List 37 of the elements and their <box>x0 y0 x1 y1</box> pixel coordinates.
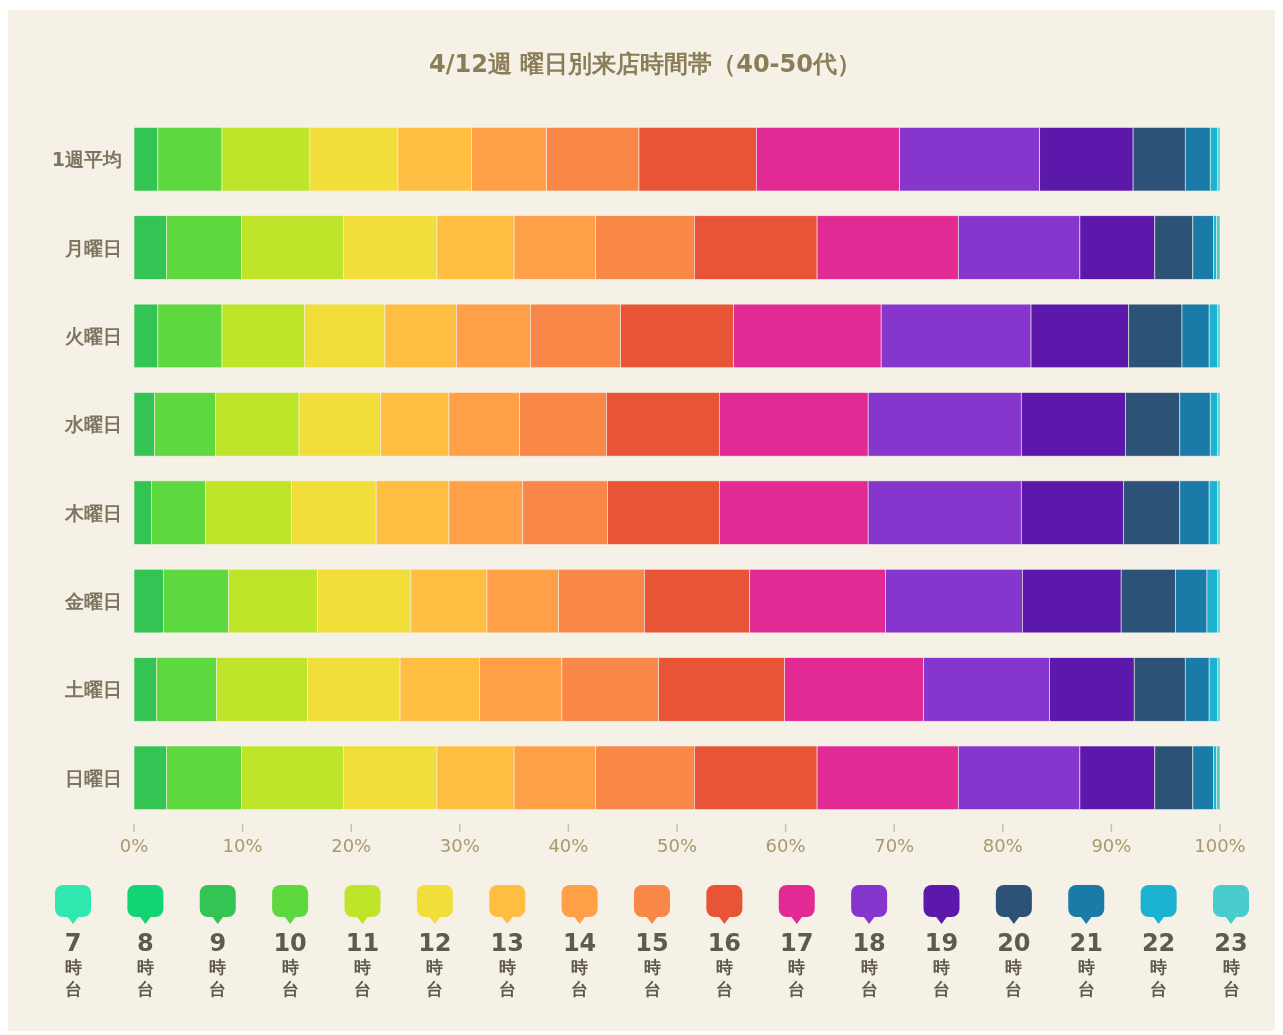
legend-label: 15時台 <box>635 929 669 999</box>
legend-label: 21時台 <box>1069 929 1103 999</box>
legend-label: 23時台 <box>1214 929 1248 999</box>
x-tick-label: 60% <box>765 835 806 856</box>
x-tick-label: 90% <box>1091 835 1132 856</box>
x-tick-label: 40% <box>548 835 589 856</box>
y-tick-label: 月曜日 <box>64 236 122 259</box>
chart-title: 4/12週 曜日別来店時間帯（40-50代） <box>429 50 861 78</box>
x-tick-label: 0% <box>119 835 149 856</box>
x-tick-label: 100% <box>1194 835 1246 856</box>
legend-label: 16時台 <box>707 929 742 999</box>
legend-label: 17時台 <box>780 929 814 999</box>
legend-label: 7時台 <box>64 929 82 999</box>
y-tick-label: 火曜日 <box>65 324 122 347</box>
legend-label: 18時台 <box>852 929 886 999</box>
x-tick-label: 30% <box>439 835 480 856</box>
legend-label: 10時台 <box>273 929 307 999</box>
legend-label: 22時台 <box>1141 929 1176 999</box>
x-tick-label: 10% <box>222 835 263 856</box>
y-tick-label: 1週平均 <box>51 148 122 171</box>
x-tick-label: 70% <box>874 835 915 856</box>
legend-label: 13時台 <box>490 929 524 999</box>
x-tick-label: 20% <box>331 835 372 856</box>
x-tick-label: 80% <box>982 835 1023 856</box>
legend-label: 8時台 <box>136 929 154 999</box>
legend-label: 11時台 <box>345 929 380 999</box>
y-tick-label: 土曜日 <box>64 678 122 701</box>
y-tick-label: 木曜日 <box>64 501 122 524</box>
y-tick-label: 水曜日 <box>64 413 122 436</box>
legend-label: 20時台 <box>997 929 1031 999</box>
x-tick-label: 50% <box>656 835 698 856</box>
legend-label: 12時台 <box>418 929 452 999</box>
legend-label: 9時台 <box>209 929 227 999</box>
y-tick-label: 金曜日 <box>64 590 122 613</box>
legend-label: 19時台 <box>924 929 959 999</box>
y-tick-label: 日曜日 <box>65 766 122 789</box>
legend-label: 14時台 <box>562 929 597 999</box>
